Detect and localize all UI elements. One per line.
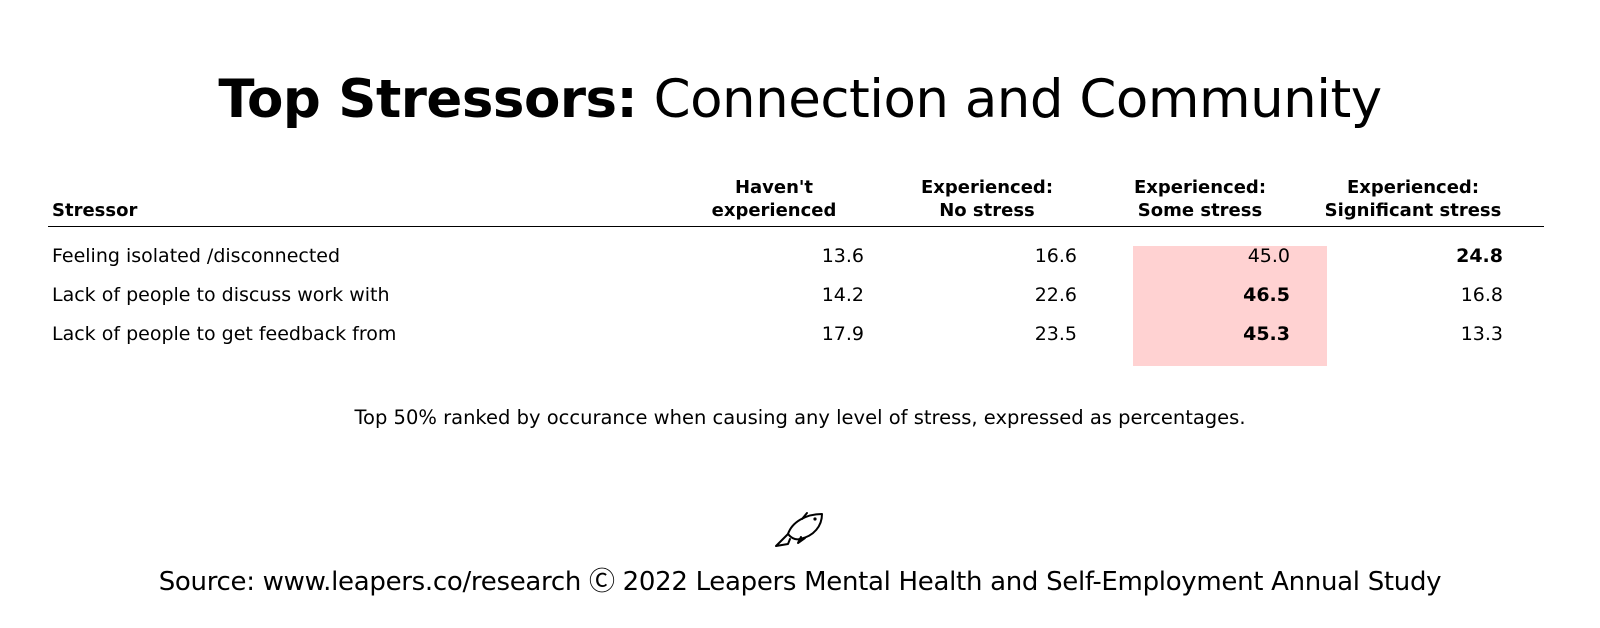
- cell-some-stress: 45.0: [1247, 245, 1290, 267]
- header-stressor: Stressor: [52, 199, 137, 222]
- row-label: Lack of people to get feedback from: [52, 323, 397, 345]
- header-some-stress-line-1: Experienced:: [1133, 177, 1267, 198]
- header-havent-experienced: Haven't experienced: [688, 176, 860, 222]
- header-havent-line-2: experienced: [711, 200, 837, 221]
- header-stressor-line-1: Stressor: [52, 200, 138, 221]
- header-significant-line-1: Experienced:: [1346, 177, 1480, 198]
- page-title: Top Stressors: Connection and Community: [0, 64, 1600, 136]
- cell-some-stress: 45.3: [1243, 323, 1290, 345]
- cell-significant-stress: 16.8: [1460, 284, 1503, 306]
- cell-havent-experienced: 13.6: [821, 245, 864, 267]
- header-some-stress: Experienced: Some stress: [1114, 176, 1286, 222]
- header-no-stress-line-1: Experienced:: [920, 177, 1054, 198]
- row-label: Feeling isolated /disconnected: [52, 245, 341, 267]
- header-some-stress-line-2: Some stress: [1137, 200, 1263, 221]
- cell-significant-stress: 24.8: [1456, 245, 1503, 267]
- table-row: Lack of people to discuss work with 14.2…: [48, 275, 1544, 315]
- header-significant-line-2: Significant stress: [1324, 200, 1502, 221]
- table-footnote: Top 50% ranked by occurance when causing…: [354, 406, 1246, 429]
- cell-no-stress: 23.5: [1034, 323, 1077, 345]
- cell-no-stress: 16.6: [1034, 245, 1077, 267]
- header-havent-line-1: Haven't: [734, 177, 814, 198]
- cell-some-stress: 46.5: [1243, 284, 1290, 306]
- source-credit: Source: www.leapers.co/research Ⓒ 2022 L…: [158, 567, 1442, 597]
- cell-havent-experienced: 14.2: [821, 284, 864, 306]
- header-divider: [48, 226, 1544, 227]
- header-no-stress-line-2: No stress: [939, 200, 1035, 221]
- header-significant-stress: Experienced: Significant stress: [1314, 176, 1512, 222]
- cell-havent-experienced: 17.9: [821, 323, 864, 345]
- title-bold-part: Top Stressors:: [218, 69, 638, 130]
- table-row: Feeling isolated /disconnected 13.6 16.6…: [48, 236, 1544, 276]
- some-stress-highlight: [1133, 246, 1327, 366]
- header-no-stress: Experienced: No stress: [901, 176, 1073, 222]
- stressor-table: Stressor Haven't experienced Experienced…: [48, 170, 1544, 370]
- table-row: Lack of people to get feedback from 17.9…: [48, 314, 1544, 354]
- cell-significant-stress: 13.3: [1460, 323, 1503, 345]
- title-rest: Connection and Community: [637, 69, 1383, 130]
- row-label: Lack of people to discuss work with: [52, 284, 390, 306]
- cell-no-stress: 22.6: [1034, 284, 1077, 306]
- fish-icon: [772, 506, 830, 554]
